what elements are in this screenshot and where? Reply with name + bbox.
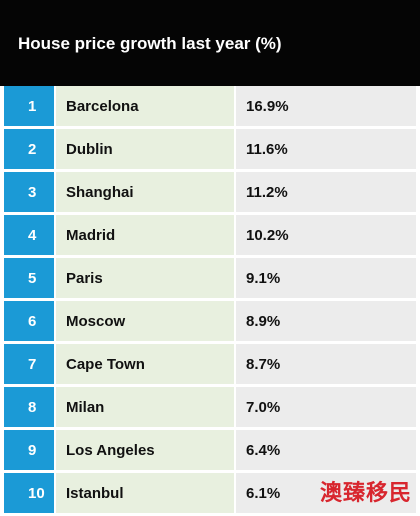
table-row: 3 Shanghai 11.2% [4, 172, 416, 212]
city-cell: Shanghai [56, 172, 236, 212]
rank-cell: 2 [4, 129, 56, 169]
growth-value-cell: 8.7% [236, 344, 416, 384]
city-cell: Milan [56, 387, 236, 427]
growth-value-cell: 6.4% [236, 430, 416, 470]
city-cell: Madrid [56, 215, 236, 255]
table-row: 9 Los Angeles 6.4% [4, 430, 416, 470]
watermark-text: 澳臻移民 [319, 480, 412, 505]
city-cell: Cape Town [56, 344, 236, 384]
rank-cell: 8 [4, 387, 56, 427]
rank-cell: 3 [4, 172, 56, 212]
ranking-table: 1 Barcelona 16.9% 2 Dublin 11.6% 3 Shanghai 11.2… [4, 83, 416, 516]
rank-cell: 9 [4, 430, 56, 470]
table-row: 6 Moscow 8.9% [4, 301, 416, 341]
growth-value-cell: 11.6% [236, 129, 416, 169]
city-cell: Moscow [56, 301, 236, 341]
table-row: 2 Dublin 11.6% [4, 129, 416, 169]
table-title: House price growth last year (%) [18, 34, 282, 53]
table-row: 8 Milan 7.0% [4, 387, 416, 427]
table-row: 10 Istanbul 6.1% [4, 473, 416, 513]
table-row: 1 Barcelona 16.9% [4, 86, 416, 126]
growth-value-cell: 8.9% [236, 301, 416, 341]
city-cell: Paris [56, 258, 236, 298]
growth-value-cell: 6.1% [236, 473, 416, 513]
growth-value-cell: 10.2% [236, 215, 416, 255]
table-row: 5 Paris 9.1% [4, 258, 416, 298]
growth-value-cell: 16.9% [236, 86, 416, 126]
table-header: House price growth last year (%) [0, 0, 420, 86]
city-cell: Istanbul [56, 473, 236, 513]
city-cell: Los Angeles [56, 430, 236, 470]
ranking-table-body: 1 Barcelona 16.9% 2 Dublin 11.6% 3 Shanghai 11.2… [4, 86, 416, 513]
rank-cell: 5 [4, 258, 56, 298]
rank-cell: 4 [4, 215, 56, 255]
city-cell: Barcelona [56, 86, 236, 126]
rank-cell: 10 [4, 473, 56, 513]
growth-value-cell: 9.1% [236, 258, 416, 298]
table-row: 7 Cape Town 8.7% [4, 344, 416, 384]
rank-cell: 6 [4, 301, 56, 341]
ranking-table-container: 1 Barcelona 16.9% 2 Dublin 11.6% 3 Shanghai 11.2… [4, 86, 416, 515]
table-row: 4 Madrid 10.2% [4, 215, 416, 255]
growth-value-cell: 7.0% [236, 387, 416, 427]
city-cell: Dublin [56, 129, 236, 169]
growth-value-cell: 11.2% [236, 172, 416, 212]
rank-cell: 7 [4, 344, 56, 384]
rank-cell: 1 [4, 86, 56, 126]
